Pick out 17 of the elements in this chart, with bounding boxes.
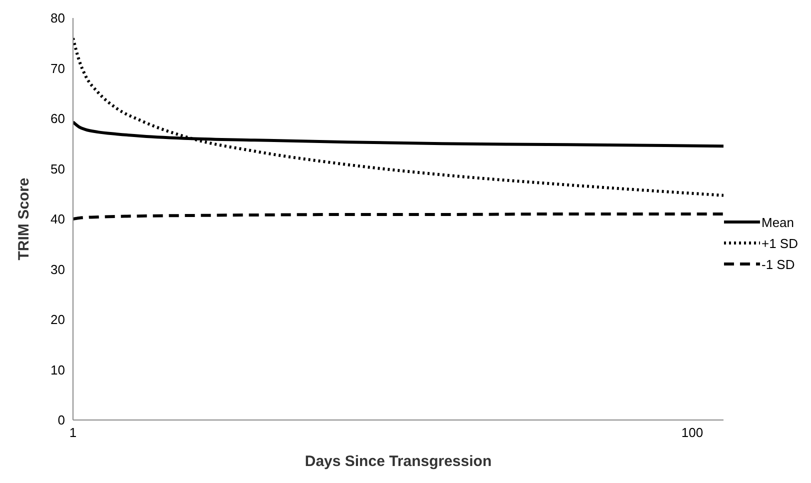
y-tick-label: 10 [50,362,65,378]
y-axis-title: TRIM Score [15,178,32,260]
y-tick-label: 80 [50,10,65,26]
x-tick-label: 100 [681,425,704,440]
y-tick-label: 30 [50,262,65,277]
y-tick-label: 70 [50,60,65,76]
y-tick-label: 50 [50,161,65,176]
y-tick-label: 20 [50,312,65,328]
legend-label: +1 SD [762,236,798,250]
y-tick-label: 40 [50,212,65,227]
legend-label: Mean [762,214,794,230]
y-tick-label: 0 [58,412,65,428]
legend-label: -1 SD [762,256,795,272]
x-tick-label: 1 [69,425,77,440]
x-axis-title: Days Since Transgression [304,453,492,470]
line-series [73,36,724,197]
y-tick-label: 60 [50,111,65,126]
